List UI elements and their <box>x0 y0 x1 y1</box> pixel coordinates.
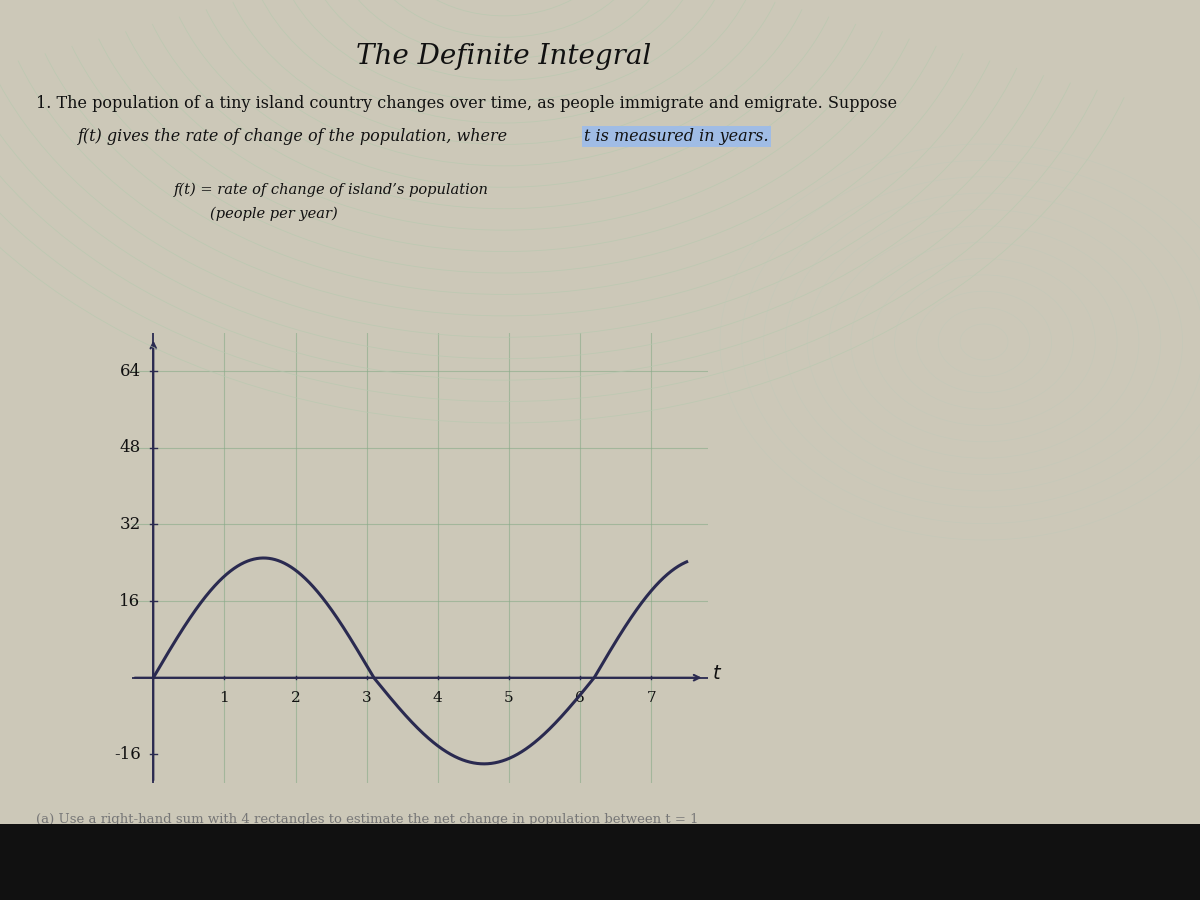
Text: 3: 3 <box>362 691 372 705</box>
Text: t is measured in years.: t is measured in years. <box>584 128 769 145</box>
Text: (a) Use a right-hand sum with 4 rectangles to estimate the net change in populat: (a) Use a right-hand sum with 4 rectangl… <box>36 814 698 826</box>
Text: -16: -16 <box>114 746 140 763</box>
Text: 64: 64 <box>120 363 140 380</box>
Text: The Definite Integral: The Definite Integral <box>356 43 652 70</box>
Text: (people per year): (people per year) <box>210 207 337 221</box>
Text: 1. The population of a tiny island country changes over time, as people immigrat: 1. The population of a tiny island count… <box>36 94 898 112</box>
Text: 7: 7 <box>647 691 656 705</box>
Text: 6: 6 <box>575 691 584 705</box>
Text: 1: 1 <box>220 691 229 705</box>
Text: 32: 32 <box>119 516 140 533</box>
Text: f(t) = rate of change of island’s population: f(t) = rate of change of island’s popula… <box>174 183 488 197</box>
Text: 4: 4 <box>433 691 443 705</box>
Text: 2: 2 <box>290 691 300 705</box>
Text: 5: 5 <box>504 691 514 705</box>
Text: f(t) gives the rate of change of the population, where: f(t) gives the rate of change of the pop… <box>78 128 514 145</box>
Text: 48: 48 <box>119 439 140 456</box>
Text: $t$: $t$ <box>712 665 722 683</box>
Text: 16: 16 <box>120 592 140 609</box>
Ellipse shape <box>1039 844 1097 875</box>
